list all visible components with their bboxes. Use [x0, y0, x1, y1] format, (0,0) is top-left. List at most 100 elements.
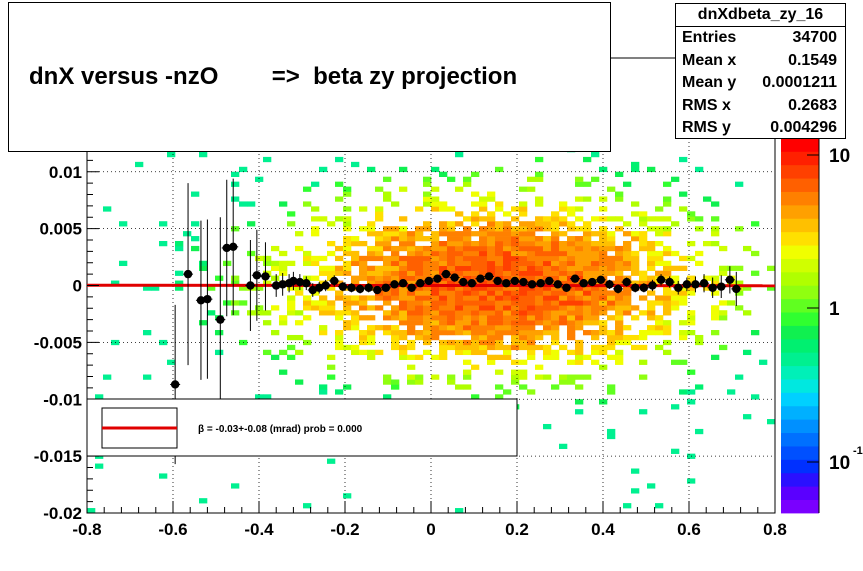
heatmap-cell — [695, 428, 704, 435]
heatmap-cell — [543, 330, 552, 336]
heatmap-cell — [615, 320, 624, 326]
heatmap-cell — [543, 265, 552, 271]
heatmap-cell — [703, 240, 712, 247]
heatmap-cell — [535, 156, 544, 163]
heatmap-cell — [567, 315, 576, 321]
heatmap-cell — [423, 191, 432, 197]
heatmap-cell — [527, 255, 536, 262]
heatmap-cell — [647, 166, 656, 173]
heatmap-cell — [319, 295, 328, 301]
heatmap-cell — [735, 280, 744, 286]
heatmap-cell — [551, 305, 560, 311]
heatmap-cell — [735, 181, 744, 187]
heatmap-cell — [463, 300, 472, 306]
x-tick-label: -0.8 — [72, 520, 101, 539]
heatmap-cell — [639, 245, 648, 252]
heatmap-cell — [351, 255, 360, 262]
heatmap-cell — [415, 290, 424, 296]
heatmap-cell — [463, 250, 472, 257]
heatmap-cell — [143, 285, 152, 291]
heatmap-cell — [255, 394, 264, 400]
heatmap-cell — [319, 166, 328, 173]
heatmap-cell — [607, 389, 616, 395]
heatmap-cell — [479, 310, 488, 316]
heatmap-cell — [607, 428, 616, 435]
heatmap-cell — [383, 325, 392, 331]
profile-marker — [639, 283, 649, 292]
heatmap-cell — [591, 255, 600, 262]
heatmap-cell — [543, 320, 552, 326]
heatmap-cell — [647, 315, 656, 321]
heatmap-cell — [263, 394, 272, 400]
heatmap-cell — [407, 354, 416, 360]
heatmap-cell — [231, 171, 240, 177]
heatmap-cell — [591, 295, 600, 301]
heatmap-cell — [607, 305, 616, 311]
color-bar-segment — [781, 365, 819, 380]
stats-key: Entries — [682, 29, 737, 46]
heatmap-cell — [551, 330, 560, 336]
heatmap-cell — [327, 310, 336, 316]
heatmap-cell — [671, 295, 680, 301]
heatmap-cell — [495, 305, 504, 311]
heatmap-cell — [591, 305, 600, 311]
heatmap-cell — [583, 231, 592, 237]
heatmap-cell — [463, 240, 472, 247]
heatmap-cell — [311, 181, 320, 187]
heatmap-cell — [607, 384, 616, 390]
heatmap-cell — [575, 196, 584, 202]
heatmap-cell — [487, 211, 496, 217]
color-bar-segment — [781, 285, 819, 300]
heatmap-cell — [343, 344, 352, 351]
heatmap-cell — [447, 295, 456, 301]
heatmap-cell — [439, 320, 448, 326]
heatmap-cell — [751, 221, 760, 227]
heatmap-cell — [663, 250, 672, 257]
heatmap-cell — [559, 255, 568, 262]
heatmap-cell — [495, 206, 504, 212]
heatmap-cell — [439, 344, 448, 351]
heatmap-cell — [423, 270, 432, 276]
heatmap-cell — [335, 156, 344, 163]
heatmap-cell — [527, 344, 536, 351]
heatmap-cell — [447, 260, 456, 267]
heatmap-cell — [679, 320, 688, 326]
heatmap-cell — [751, 250, 760, 257]
profile-point — [458, 277, 469, 287]
heatmap-cell — [527, 250, 536, 257]
heatmap-cell — [495, 320, 504, 326]
heatmap-cell — [495, 325, 504, 331]
heatmap-cell — [583, 270, 592, 276]
heatmap-cell — [631, 201, 640, 207]
heatmap-cell — [439, 231, 448, 237]
heatmap-cell — [543, 310, 552, 316]
heatmap-cell — [543, 285, 552, 291]
axes: -0.8 -0.6 -0.4 -0.2 0 0.2 0.4 0.6 0.8 -0.02 -0.015… — [34, 125, 787, 539]
heatmap-cell — [591, 300, 600, 306]
heatmap-cell — [495, 310, 504, 316]
heatmap-cell — [655, 330, 664, 336]
heatmap-cell — [559, 305, 568, 311]
heatmap-cell — [463, 236, 472, 242]
profile-point — [621, 277, 632, 287]
heatmap-cell — [727, 265, 736, 271]
heatmap-cell — [383, 231, 392, 237]
heatmap-cell — [399, 265, 408, 271]
heatmap-cell — [375, 186, 384, 192]
heatmap-cell — [447, 255, 456, 262]
heatmap-cell — [719, 270, 728, 276]
heatmap-cell — [743, 414, 752, 420]
color-bar-segment — [781, 499, 819, 514]
fit-line — [86, 283, 776, 288]
heatmap-cell — [543, 290, 552, 296]
heatmap-cell — [503, 240, 512, 247]
heatmap-cell — [535, 171, 544, 177]
heatmap-cell — [359, 315, 368, 321]
heatmap-cell — [559, 201, 568, 207]
heatmap-cell — [543, 354, 552, 360]
heatmap-cell — [431, 236, 440, 242]
heatmap-cell — [631, 265, 640, 271]
heatmap-cell — [511, 295, 520, 301]
heatmap-cell — [471, 344, 480, 351]
heatmap-cell — [391, 275, 400, 281]
